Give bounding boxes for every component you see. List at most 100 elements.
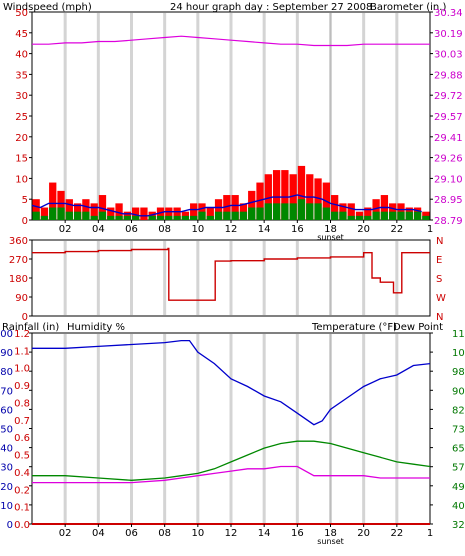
- wind_gust-bar: [57, 190, 65, 220]
- wind_gust-bar: [32, 199, 40, 220]
- rain-tick-label: 1.1: [14, 346, 30, 357]
- wind-tick-label: 15: [15, 154, 28, 165]
- wind_speed-bar: [281, 203, 289, 220]
- baro-axis-label: Barometer (in.): [370, 2, 446, 13]
- wind_gust-bar: [297, 165, 306, 220]
- wind_gust-bar: [231, 195, 239, 220]
- wind_speed-bar: [90, 215, 98, 220]
- wind_speed-bar: [306, 203, 314, 220]
- compass-label: W: [436, 293, 446, 304]
- temp-tick-label: 98: [452, 367, 465, 378]
- x-tick-label: 1: [427, 224, 433, 235]
- wind_speed-bar: [248, 207, 256, 220]
- wind_gust-bar: [173, 207, 181, 220]
- wind_speed-bar: [405, 211, 413, 220]
- x-tick-label: 12: [225, 528, 238, 539]
- wind_gust-bar: [264, 174, 272, 220]
- barometer-line: [32, 35, 430, 47]
- wind-tick-label: 40: [15, 50, 28, 61]
- temp-tick-label: 40: [452, 501, 465, 512]
- x-tick-label: 1: [427, 528, 433, 539]
- graph-title: 24 hour graph day : September 27 2008: [170, 2, 372, 13]
- wind_speed-bar: [372, 211, 380, 220]
- wind_gust-bar: [331, 195, 339, 220]
- wind_speed-bar: [289, 203, 297, 220]
- humidity-axis-label: Humidity %: [67, 322, 125, 333]
- wind_gust-bar: [314, 178, 322, 220]
- baro-tick-label: 29.26: [434, 154, 463, 165]
- wind_speed-bar: [256, 207, 264, 220]
- x-tick-label: 22: [390, 528, 403, 539]
- temp-axis-label: Temperature (°F): [311, 322, 397, 333]
- wind_speed-bar: [98, 211, 107, 220]
- direction-tick-label: 90: [15, 293, 28, 304]
- wind_gust-bar: [40, 207, 49, 220]
- wind_speed-bar: [231, 211, 239, 220]
- humidity-tick-label: 80: [0, 367, 13, 378]
- wind_speed-bar: [297, 199, 306, 220]
- wind_speed-bar: [347, 215, 355, 220]
- temp-tick-label: 73: [452, 425, 465, 436]
- rain-tick-label: 1.2: [14, 329, 30, 340]
- baro-tick-label: 29.88: [434, 70, 463, 81]
- wind_gust-bar: [364, 207, 372, 220]
- x-tick-label: 16: [291, 224, 304, 235]
- wind_speed-bar: [272, 203, 281, 220]
- wind_gust-bar: [115, 203, 123, 220]
- wind_gust-bar: [214, 199, 223, 220]
- x-tick-label: 20: [357, 224, 370, 235]
- wind_speed-bar: [132, 215, 140, 220]
- direction-tick-label: 270: [9, 255, 28, 266]
- wind-tick-label: 35: [15, 70, 28, 81]
- x-tick-label: 08: [158, 528, 171, 539]
- wind_speed-bar: [380, 211, 389, 220]
- wind-barometer-panel: 0 5 10 15 20 25 30 35 40 45 50 28.79 28.95 29.10 29.26…: [15, 8, 462, 242]
- rain-tick-label: 0.9: [14, 381, 30, 392]
- wind_speed-bar: [107, 215, 115, 220]
- x-tick-label: 06: [125, 528, 138, 539]
- x-tick-label: 04: [92, 224, 105, 235]
- wind_speed-bar: [173, 215, 181, 220]
- direction-tick-label: 0: [22, 312, 28, 323]
- rain-tick-label: 0.0: [14, 520, 30, 531]
- wind_gust-bar: [372, 199, 380, 220]
- x-tick-label: 08: [158, 224, 171, 235]
- rain-axis-label: Rainfall (in): [2, 322, 59, 333]
- wind_gust-bar: [272, 170, 281, 220]
- x-tick-label: 16: [291, 528, 304, 539]
- wind_speed-bar: [181, 215, 190, 220]
- baro-tick-label: 30.03: [434, 50, 463, 61]
- wind_gust-bar: [65, 199, 73, 220]
- direction-line: [32, 247, 430, 301]
- wind_gust-bar: [281, 170, 289, 220]
- baro-tick-label: 29.41: [434, 133, 463, 144]
- humidity-tick-label: 50: [0, 425, 13, 436]
- wind_gust-bar: [156, 207, 165, 220]
- temp-tick-label: 65: [452, 444, 465, 455]
- wind_speed-bar: [73, 211, 82, 220]
- x-tick-label: 22: [390, 224, 403, 235]
- dew-axis-label: Dew Point: [393, 322, 443, 333]
- wind_speed-bar: [413, 211, 422, 220]
- wind_speed-bar: [156, 215, 165, 220]
- humidity-tick-label: 100: [0, 329, 13, 340]
- baro-tick-label: 28.79: [434, 216, 463, 227]
- dew_point-line: [32, 465, 430, 484]
- rain-tick-label: 0.7: [14, 416, 30, 427]
- rain-tick-label: 1.0: [14, 364, 30, 375]
- humidity-temperature-panel: 0 10 20 30 40 50 60 70 80 90 100 0.0 0.1 0.2 0.4 0.5 0.6…: [0, 329, 465, 546]
- humidity-tick-label: 70: [0, 386, 13, 397]
- temp-tick-label: 107: [452, 348, 465, 359]
- wind-tick-label: 30: [15, 91, 28, 102]
- temp-tick-label: 57: [452, 463, 465, 474]
- wind_speed-bar: [223, 211, 231, 220]
- humidity-tick-label: 20: [0, 482, 13, 493]
- wind-tick-label: 50: [15, 8, 28, 19]
- sunset-label: sunset: [317, 537, 344, 546]
- wind_speed-bar: [214, 211, 223, 220]
- temp-tick-label: 49: [452, 482, 465, 493]
- wind_gust-bar: [140, 207, 148, 220]
- wind_speed-bar: [397, 211, 405, 220]
